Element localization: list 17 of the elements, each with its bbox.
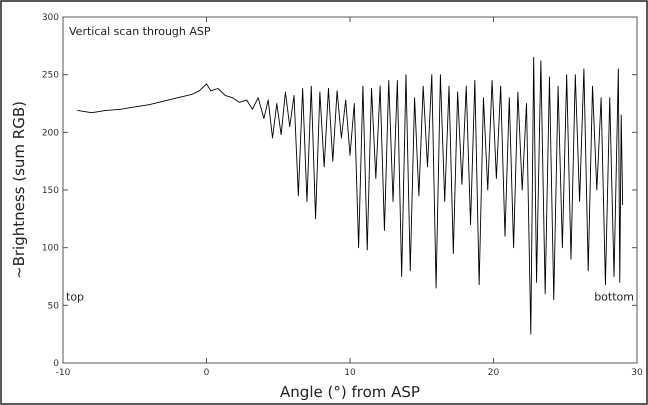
y-tick-label: 300 bbox=[42, 13, 60, 23]
y-tick-label: 250 bbox=[42, 70, 60, 81]
text: Vertical scan through ASP bbox=[69, 25, 211, 38]
y-tick-label: 150 bbox=[42, 186, 60, 196]
x-tick-label: 20 bbox=[488, 368, 500, 378]
x-tick-label: 0 bbox=[204, 368, 210, 378]
x-tick-label: 10 bbox=[344, 368, 356, 378]
annotation: top bbox=[66, 290, 84, 304]
y-tick-label: 100 bbox=[42, 244, 60, 254]
y-tick-label: 200 bbox=[42, 128, 60, 138]
annotation: bottom bbox=[594, 290, 634, 304]
x-axis-title: Angle (°) from ASP bbox=[280, 383, 420, 401]
y-axis-title: ~Brightness (sum RGB) bbox=[10, 101, 28, 279]
x-tick-label: -10 bbox=[56, 368, 71, 378]
y-tick-label: 0 bbox=[53, 359, 60, 369]
x-tick-label: 30 bbox=[631, 368, 643, 378]
y-tick-label: 50 bbox=[48, 301, 60, 312]
